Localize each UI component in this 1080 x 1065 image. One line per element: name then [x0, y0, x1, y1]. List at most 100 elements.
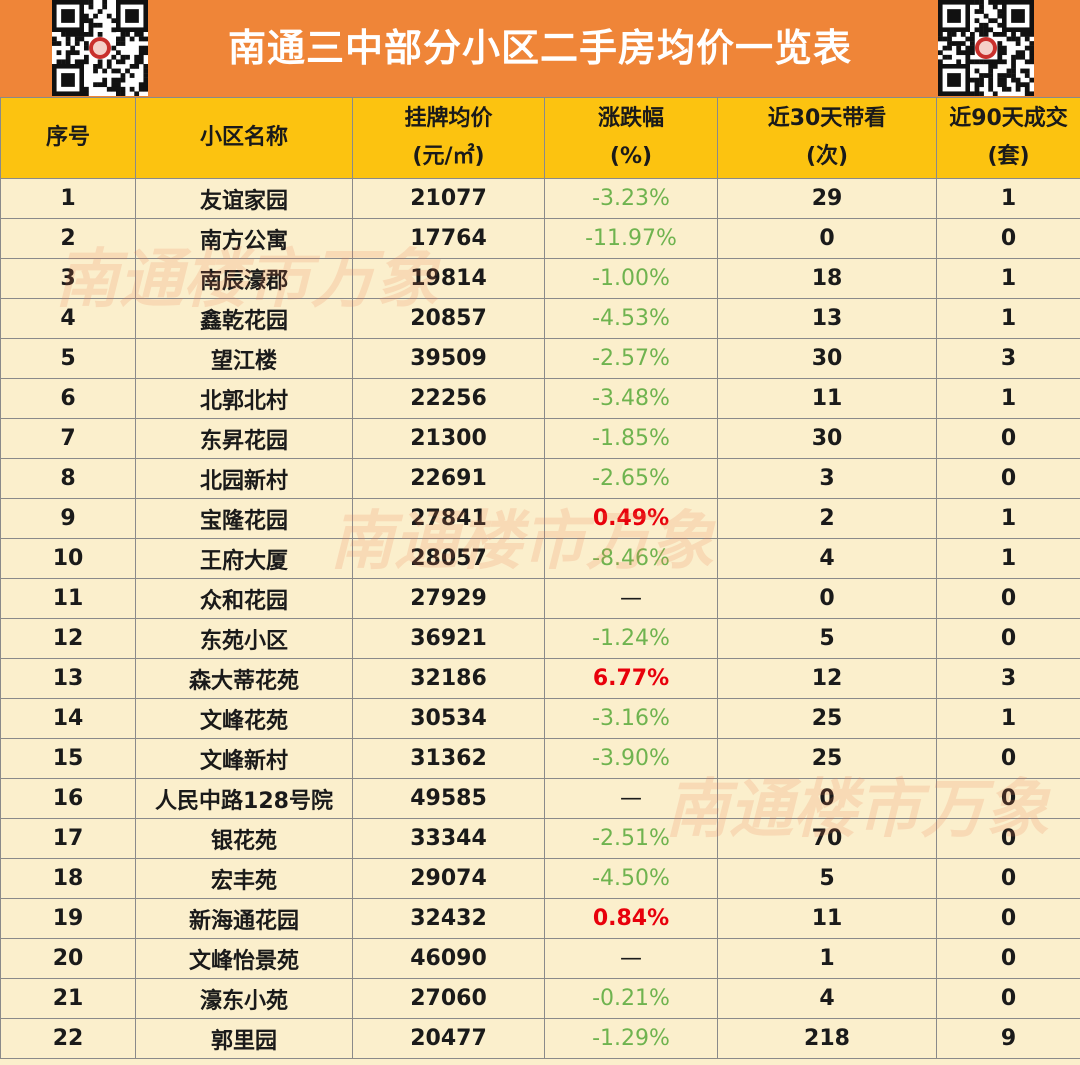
cell-index: 16	[0, 778, 136, 819]
cell-name: 人民中路128号院	[135, 778, 353, 819]
cell-change: -1.24%	[544, 618, 718, 659]
cell-deals: 1	[936, 178, 1080, 219]
cell-name: 友谊家园	[135, 178, 353, 219]
cell-price: 46090	[352, 938, 545, 979]
cell-index: 4	[0, 298, 136, 339]
cell-index: 11	[0, 578, 136, 619]
cell-price: 27929	[352, 578, 545, 619]
cell-visits: 1	[717, 938, 937, 979]
table-row: 19 新海通花园 32432 0.84% 11 0	[0, 898, 1080, 939]
header-index: 序号	[0, 97, 136, 179]
cell-change: -3.23%	[544, 178, 718, 219]
cell-name: 银花苑	[135, 818, 353, 859]
table-row: 9 宝隆花园 27841 0.49% 2 1	[0, 498, 1080, 539]
cell-change: -3.16%	[544, 698, 718, 739]
table-row: 16 人民中路128号院 49585—0 0	[0, 778, 1080, 819]
cell-visits: 218	[717, 1018, 937, 1059]
cell-deals: 0	[936, 978, 1080, 1019]
cell-name: 东苑小区	[135, 618, 353, 659]
cell-price: 27841	[352, 498, 545, 539]
cell-name: 宏丰苑	[135, 858, 353, 899]
cell-change: -8.46%	[544, 538, 718, 579]
cell-visits: 18	[717, 258, 937, 299]
cell-price: 30534	[352, 698, 545, 739]
cell-visits: 4	[717, 978, 937, 1019]
cell-change: 6.77%	[544, 658, 718, 699]
cell-visits: 30	[717, 418, 937, 459]
cell-deals: 3	[936, 338, 1080, 379]
cell-deals: 1	[936, 498, 1080, 539]
cell-visits: 30	[717, 338, 937, 379]
cell-change: -2.65%	[544, 458, 718, 499]
cell-visits: 12	[717, 658, 937, 699]
cell-change: -2.57%	[544, 338, 718, 379]
header-change: 涨跌幅 (%)	[544, 97, 718, 179]
cell-change: —	[544, 938, 718, 979]
cell-deals: 0	[936, 418, 1080, 459]
cell-name: 文峰花苑	[135, 698, 353, 739]
cell-index: 5	[0, 338, 136, 379]
table-row: 20 文峰怡景苑 46090—1 0	[0, 938, 1080, 979]
cell-visits: 2	[717, 498, 937, 539]
table-row: 6 北郭北村 22256 -3.48% 11 1	[0, 378, 1080, 419]
cell-deals: 1	[936, 538, 1080, 579]
table-row: 5 望江楼 39509 -2.57% 30 3	[0, 338, 1080, 379]
table-row: 7 东昇花园 21300 -1.85% 30 0	[0, 418, 1080, 459]
cell-visits: 25	[717, 698, 937, 739]
cell-index: 18	[0, 858, 136, 899]
cell-index: 22	[0, 1018, 136, 1059]
cell-change: -11.97%	[544, 218, 718, 259]
cell-deals: 1	[936, 258, 1080, 299]
cell-visits: 13	[717, 298, 937, 339]
cell-deals: 0	[936, 858, 1080, 899]
cell-price: 27060	[352, 978, 545, 1019]
cell-deals: 0	[936, 898, 1080, 939]
cell-name: 南辰濠郡	[135, 258, 353, 299]
table-row: 1 友谊家园 21077 -3.23% 29 1	[0, 178, 1080, 219]
table-row: 10 王府大厦 28057 -8.46% 4 1	[0, 538, 1080, 579]
cell-index: 7	[0, 418, 136, 459]
cell-price: 21077	[352, 178, 545, 219]
cell-change: -4.50%	[544, 858, 718, 899]
cell-change: —	[544, 578, 718, 619]
table-row: 12 东苑小区 36921 -1.24% 5 0	[0, 618, 1080, 659]
cell-deals: 3	[936, 658, 1080, 699]
cell-price: 36921	[352, 618, 545, 659]
cell-change: -1.85%	[544, 418, 718, 459]
cell-deals: 0	[936, 578, 1080, 619]
cell-name: 宝隆花园	[135, 498, 353, 539]
cell-price: 20477	[352, 1018, 545, 1059]
page-title: 南通三中部分小区二手房均价一览表	[227, 26, 852, 70]
cell-deals: 0	[936, 938, 1080, 979]
table-header-row: 序号 小区名称 挂牌均价 (元/㎡) 涨跌幅 (%) 近30天带看 (次) 近90天成…	[0, 97, 1080, 179]
cell-change: -4.53%	[544, 298, 718, 339]
cell-change: -3.48%	[544, 378, 718, 419]
cell-deals: 0	[936, 738, 1080, 779]
qr-code-left	[52, 0, 148, 96]
header-deals: 近90天成交 (套)	[936, 97, 1080, 179]
cell-price: 17764	[352, 218, 545, 259]
cell-price: 21300	[352, 418, 545, 459]
cell-index: 21	[0, 978, 136, 1019]
cell-change: -2.51%	[544, 818, 718, 859]
header-visits: 近30天带看 (次)	[717, 97, 937, 179]
cell-deals: 1	[936, 698, 1080, 739]
cell-name: 南方公寓	[135, 218, 353, 259]
table-row: 15 文峰新村 31362 -3.90% 25 0	[0, 738, 1080, 779]
table-row: 11 众和花园 27929—0 0	[0, 578, 1080, 619]
cell-index: 17	[0, 818, 136, 859]
table-row: 22 郭里园 20477 -1.29% 218 9	[0, 1018, 1080, 1059]
cell-price: 32186	[352, 658, 545, 699]
header-price: 挂牌均价 (元/㎡)	[352, 97, 545, 179]
cell-visits: 11	[717, 378, 937, 419]
cell-change: -3.90%	[544, 738, 718, 779]
cell-index: 20	[0, 938, 136, 979]
cell-price: 32432	[352, 898, 545, 939]
cell-change: 0.49%	[544, 498, 718, 539]
table-row: 14 文峰花苑 30534 -3.16% 25 1	[0, 698, 1080, 739]
cell-index: 10	[0, 538, 136, 579]
cell-price: 22691	[352, 458, 545, 499]
cell-index: 13	[0, 658, 136, 699]
cell-visits: 70	[717, 818, 937, 859]
table-row: 18 宏丰苑 29074 -4.50% 5 0	[0, 858, 1080, 899]
